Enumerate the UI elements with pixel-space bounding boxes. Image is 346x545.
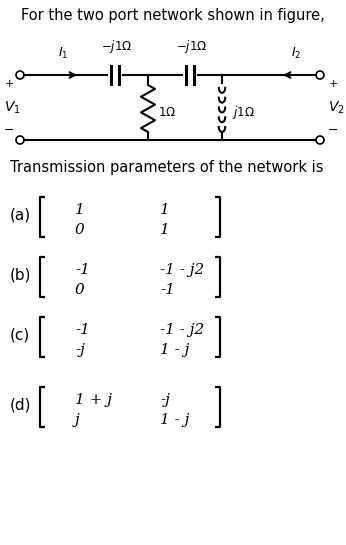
- Text: $-$: $-$: [3, 123, 15, 136]
- Text: -1: -1: [160, 283, 175, 297]
- Text: (a): (a): [10, 208, 31, 222]
- Text: 1 + j: 1 + j: [75, 393, 112, 407]
- Text: Transmission parameters of the network is: Transmission parameters of the network i…: [10, 160, 324, 175]
- Text: -1: -1: [75, 323, 90, 337]
- Text: $I_1$: $I_1$: [58, 46, 69, 61]
- Text: $-$: $-$: [327, 123, 339, 136]
- Text: -1 - j2: -1 - j2: [160, 323, 204, 337]
- Text: $-j1\Omega$: $-j1\Omega$: [176, 38, 208, 55]
- Text: For the two port network shown in figure,: For the two port network shown in figure…: [21, 8, 325, 23]
- Text: $I_2$: $I_2$: [291, 46, 301, 61]
- Text: -j: -j: [75, 343, 85, 357]
- Text: 1: 1: [160, 203, 170, 217]
- Text: 1: 1: [75, 203, 85, 217]
- Text: (d): (d): [10, 397, 31, 413]
- Text: $1\Omega$: $1\Omega$: [158, 106, 176, 119]
- Text: $-j1\Omega$: $-j1\Omega$: [101, 38, 133, 55]
- Text: 1 - j: 1 - j: [160, 413, 189, 427]
- Text: 0: 0: [75, 283, 85, 297]
- Text: (b): (b): [10, 268, 31, 282]
- Text: -1 - j2: -1 - j2: [160, 263, 204, 277]
- Text: 1 - j: 1 - j: [160, 343, 189, 357]
- Text: +: +: [4, 79, 14, 89]
- Text: (c): (c): [10, 328, 30, 342]
- Text: $V_1$: $V_1$: [4, 99, 21, 116]
- Text: +: +: [328, 79, 338, 89]
- Text: -j: -j: [160, 393, 170, 407]
- Text: 1: 1: [160, 223, 170, 237]
- Text: $V_2$: $V_2$: [328, 99, 345, 116]
- Text: j: j: [75, 413, 80, 427]
- Text: -1: -1: [75, 263, 90, 277]
- Text: $j1\Omega$: $j1\Omega$: [232, 104, 255, 121]
- Text: 0: 0: [75, 223, 85, 237]
